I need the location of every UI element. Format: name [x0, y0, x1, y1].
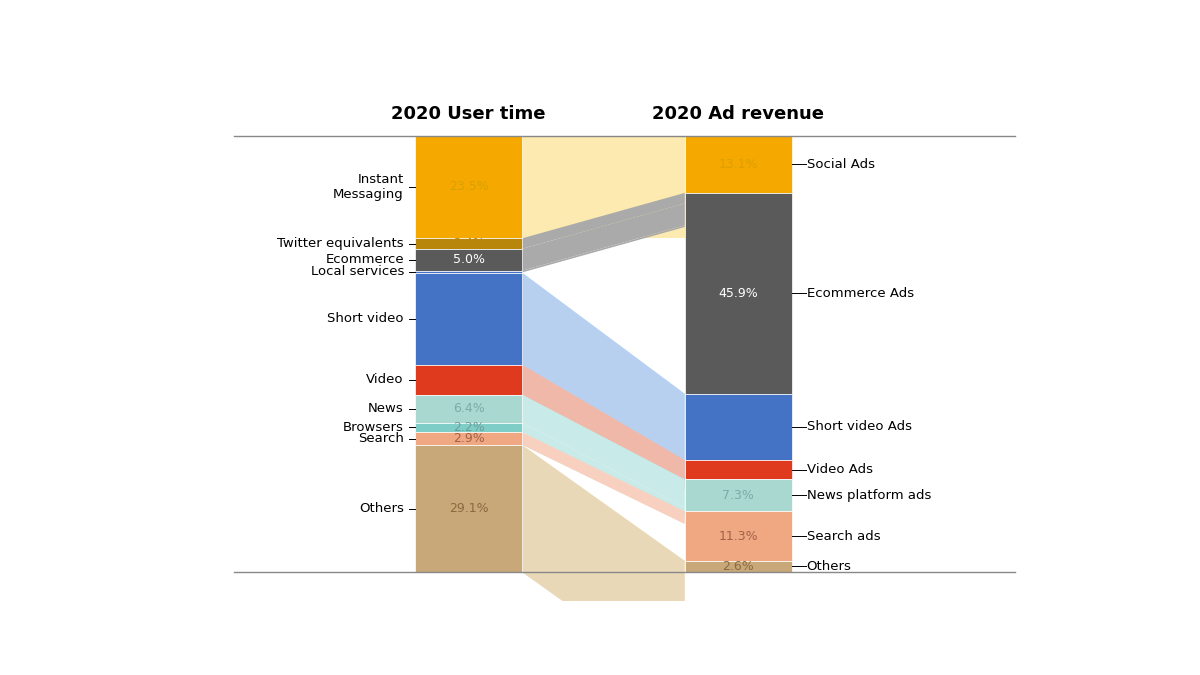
Text: 29.1%: 29.1% [449, 502, 488, 515]
Bar [685, 394, 792, 460]
Bar [415, 271, 522, 273]
Bar [415, 249, 522, 271]
Text: Ecommerce Ads: Ecommerce Ads [806, 287, 913, 300]
Text: Search: Search [358, 432, 404, 445]
Bar [685, 193, 792, 394]
Text: Others: Others [359, 502, 404, 515]
Bar [415, 423, 522, 432]
Text: 2.2%: 2.2% [452, 421, 485, 434]
Polygon shape [522, 273, 685, 486]
Text: 6.4%: 6.4% [452, 402, 485, 415]
Polygon shape [522, 225, 685, 273]
Text: Short video: Short video [328, 312, 404, 325]
Bar [415, 395, 522, 423]
Text: Short video Ads: Short video Ads [806, 421, 912, 433]
Text: 23.5%: 23.5% [449, 180, 488, 194]
Bar [685, 479, 792, 512]
Text: Ecommerce: Ecommerce [325, 253, 404, 267]
Polygon shape [522, 395, 685, 508]
Text: 7.3%: 7.3% [722, 489, 754, 502]
Text: 2.6%: 2.6% [722, 560, 754, 573]
Text: 2.4%: 2.4% [452, 237, 485, 250]
Text: 13.1%: 13.1% [719, 158, 758, 171]
Text: 21.1%: 21.1% [449, 312, 488, 325]
Polygon shape [522, 423, 685, 517]
Polygon shape [522, 364, 685, 490]
Bar [685, 460, 792, 479]
Text: 6.8%: 6.8% [452, 373, 485, 386]
Text: 2020 User time: 2020 User time [391, 105, 546, 123]
Text: News: News [368, 402, 404, 415]
Text: 45.9%: 45.9% [719, 287, 758, 300]
Text: Video: Video [366, 373, 404, 386]
Text: Instant
Messaging: Instant Messaging [334, 173, 404, 201]
Text: Video Ads: Video Ads [806, 463, 872, 477]
Bar [685, 136, 792, 193]
Text: Search ads: Search ads [806, 530, 881, 543]
Polygon shape [522, 203, 685, 271]
Bar [415, 364, 522, 395]
Text: 5.0%: 5.0% [452, 253, 485, 267]
Bar [685, 512, 792, 561]
Text: Others: Others [806, 560, 852, 573]
Bar [415, 445, 522, 572]
Bar [415, 136, 522, 238]
Bar [685, 561, 792, 572]
Text: 2.9%: 2.9% [452, 432, 485, 445]
Text: Social Ads: Social Ads [806, 158, 875, 171]
Text: 4.4%: 4.4% [722, 463, 754, 477]
Text: Browsers: Browsers [343, 421, 404, 434]
Bar [415, 273, 522, 365]
Polygon shape [522, 136, 685, 238]
Polygon shape [522, 432, 685, 524]
Text: Local services: Local services [311, 265, 404, 278]
Text: News platform ads: News platform ads [806, 489, 931, 502]
Polygon shape [522, 445, 685, 675]
Bar [415, 432, 522, 445]
Text: 15.2%: 15.2% [719, 421, 758, 433]
Text: Twitter equivalents: Twitter equivalents [277, 237, 404, 250]
Polygon shape [522, 193, 685, 249]
Text: 11.3%: 11.3% [719, 530, 758, 543]
Bar [415, 238, 522, 249]
Text: 2020 Ad revenue: 2020 Ad revenue [653, 105, 824, 123]
